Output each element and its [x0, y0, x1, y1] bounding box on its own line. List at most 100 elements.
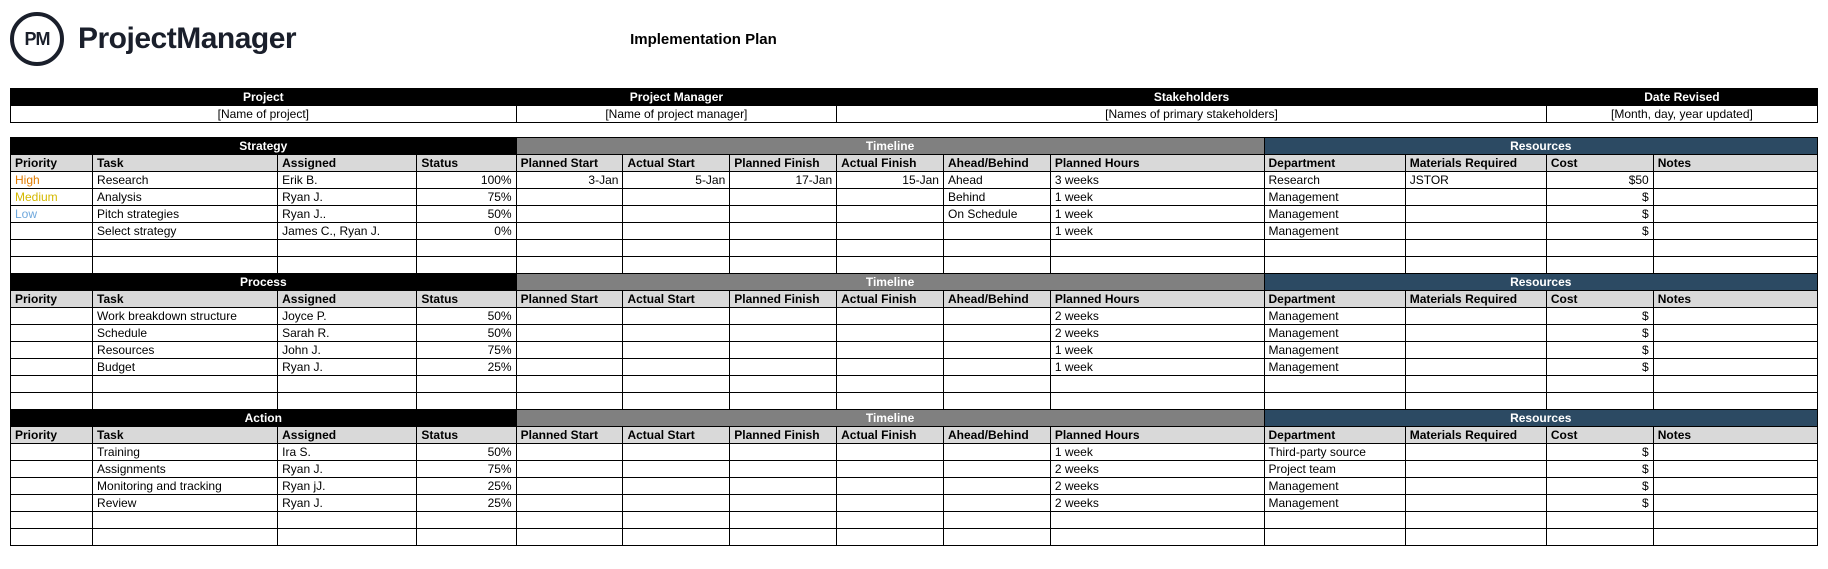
empty-cell[interactable]: [1050, 376, 1264, 393]
cell-task[interactable]: Analysis: [93, 189, 278, 206]
cell-materials[interactable]: [1405, 495, 1546, 512]
cell-actual-finish[interactable]: [837, 478, 944, 495]
cell-actual-finish[interactable]: [837, 495, 944, 512]
cell-actual-start[interactable]: [623, 444, 730, 461]
cell-actual-finish[interactable]: [837, 342, 944, 359]
cell-department[interactable]: Management: [1264, 189, 1405, 206]
cell-planned-hours[interactable]: 1 week: [1050, 206, 1264, 223]
cell-actual-finish[interactable]: [837, 206, 944, 223]
empty-cell[interactable]: [278, 257, 417, 274]
empty-cell[interactable]: [516, 240, 623, 257]
cell-department[interactable]: Management: [1264, 325, 1405, 342]
cell-actual-start[interactable]: [623, 478, 730, 495]
cell-assigned[interactable]: James C., Ryan J.: [278, 223, 417, 240]
cell-assigned[interactable]: Ryan J.: [278, 461, 417, 478]
cell-actual-start[interactable]: [623, 206, 730, 223]
cell-actual-finish[interactable]: [837, 461, 944, 478]
cell-actual-start[interactable]: [623, 359, 730, 376]
cell-materials[interactable]: [1405, 223, 1546, 240]
cell-notes[interactable]: [1653, 223, 1817, 240]
empty-cell[interactable]: [1050, 529, 1264, 546]
cell-ahead-behind[interactable]: [943, 461, 1050, 478]
cell-planned-start[interactable]: [516, 325, 623, 342]
empty-cell[interactable]: [943, 529, 1050, 546]
empty-cell[interactable]: [1546, 257, 1653, 274]
meta-val-date[interactable]: [Month, day, year updated]: [1546, 106, 1817, 123]
cell-planned-start[interactable]: [516, 478, 623, 495]
cell-ahead-behind[interactable]: [943, 444, 1050, 461]
cell-planned-hours[interactable]: 2 weeks: [1050, 461, 1264, 478]
cell-notes[interactable]: [1653, 189, 1817, 206]
empty-cell[interactable]: [417, 512, 516, 529]
cell-priority[interactable]: [11, 461, 93, 478]
cell-ahead-behind[interactable]: [943, 495, 1050, 512]
empty-cell[interactable]: [837, 512, 944, 529]
cell-cost[interactable]: $: [1546, 223, 1653, 240]
cell-planned-hours[interactable]: 2 weeks: [1050, 325, 1264, 342]
empty-cell[interactable]: [1653, 257, 1817, 274]
cell-actual-start[interactable]: [623, 461, 730, 478]
cell-department[interactable]: Management: [1264, 223, 1405, 240]
empty-cell[interactable]: [417, 393, 516, 410]
cell-assigned[interactable]: John J.: [278, 342, 417, 359]
cell-ahead-behind[interactable]: Behind: [943, 189, 1050, 206]
empty-cell[interactable]: [516, 376, 623, 393]
empty-cell[interactable]: [11, 529, 93, 546]
cell-status[interactable]: 50%: [417, 444, 516, 461]
meta-val-stakeholders[interactable]: [Names of primary stakeholders]: [837, 106, 1547, 123]
empty-cell[interactable]: [1546, 393, 1653, 410]
cell-ahead-behind[interactable]: [943, 308, 1050, 325]
cell-planned-start[interactable]: [516, 359, 623, 376]
cell-actual-start[interactable]: [623, 495, 730, 512]
empty-cell[interactable]: [943, 240, 1050, 257]
cell-status[interactable]: 50%: [417, 325, 516, 342]
cell-planned-start[interactable]: [516, 206, 623, 223]
cell-planned-hours[interactable]: 1 week: [1050, 359, 1264, 376]
cell-notes[interactable]: [1653, 359, 1817, 376]
cell-planned-start[interactable]: [516, 223, 623, 240]
cell-planned-hours[interactable]: 2 weeks: [1050, 478, 1264, 495]
cell-assigned[interactable]: Erik B.: [278, 172, 417, 189]
cell-actual-finish[interactable]: [837, 223, 944, 240]
cell-planned-finish[interactable]: [730, 308, 837, 325]
cell-materials[interactable]: JSTOR: [1405, 172, 1546, 189]
cell-priority[interactable]: Medium: [11, 189, 93, 206]
cell-priority[interactable]: [11, 444, 93, 461]
cell-cost[interactable]: $: [1546, 478, 1653, 495]
cell-cost[interactable]: $: [1546, 189, 1653, 206]
cell-priority[interactable]: Low: [11, 206, 93, 223]
cell-notes[interactable]: [1653, 206, 1817, 223]
empty-cell[interactable]: [1546, 376, 1653, 393]
empty-cell[interactable]: [93, 240, 278, 257]
cell-planned-finish[interactable]: [730, 342, 837, 359]
cell-actual-finish[interactable]: [837, 444, 944, 461]
cell-planned-finish[interactable]: [730, 206, 837, 223]
cell-status[interactable]: 0%: [417, 223, 516, 240]
empty-cell[interactable]: [1405, 529, 1546, 546]
meta-val-manager[interactable]: [Name of project manager]: [516, 106, 837, 123]
cell-task[interactable]: Pitch strategies: [93, 206, 278, 223]
empty-cell[interactable]: [1653, 512, 1817, 529]
cell-department[interactable]: Third-party source: [1264, 444, 1405, 461]
empty-cell[interactable]: [837, 376, 944, 393]
empty-cell[interactable]: [93, 529, 278, 546]
empty-cell[interactable]: [1405, 393, 1546, 410]
empty-cell[interactable]: [730, 529, 837, 546]
cell-status[interactable]: 50%: [417, 308, 516, 325]
cell-materials[interactable]: [1405, 461, 1546, 478]
cell-priority[interactable]: High: [11, 172, 93, 189]
cell-cost[interactable]: $: [1546, 495, 1653, 512]
empty-cell[interactable]: [623, 393, 730, 410]
cell-assigned[interactable]: Ryan J.: [278, 495, 417, 512]
cell-notes[interactable]: [1653, 444, 1817, 461]
cell-priority[interactable]: [11, 478, 93, 495]
cell-ahead-behind[interactable]: [943, 223, 1050, 240]
cell-cost[interactable]: $: [1546, 444, 1653, 461]
cell-actual-start[interactable]: [623, 223, 730, 240]
cell-task[interactable]: Work breakdown structure: [93, 308, 278, 325]
cell-planned-finish[interactable]: [730, 444, 837, 461]
empty-cell[interactable]: [837, 393, 944, 410]
cell-department[interactable]: Management: [1264, 478, 1405, 495]
cell-cost[interactable]: $: [1546, 461, 1653, 478]
cell-priority[interactable]: [11, 342, 93, 359]
